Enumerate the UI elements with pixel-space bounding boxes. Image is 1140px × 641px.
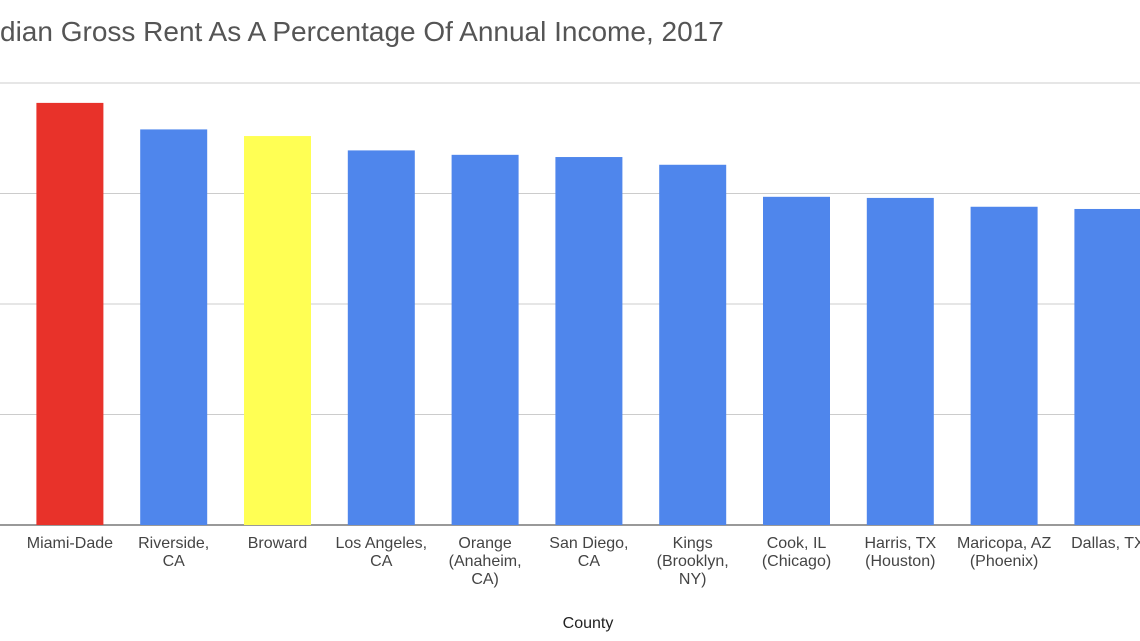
x-tick-label: Cook, IL (Chicago) <box>761 535 832 570</box>
bar <box>140 129 208 525</box>
x-tick-label: Riverside, CA <box>138 535 210 570</box>
x-tick-label: Broward <box>247 535 308 552</box>
bar <box>659 164 727 525</box>
chart-title: dian Gross Rent As A Percentage Of Annua… <box>0 16 724 47</box>
x-tick-label: Harris, TX (Houston) <box>864 535 937 570</box>
x-tick-label: San Diego, CA <box>549 535 629 570</box>
x-tick-label: Orange (Anaheim, CA) <box>448 535 522 588</box>
x-tick-label: Dallas, TX <box>1071 535 1140 552</box>
bar <box>244 136 311 526</box>
x-axis-title: County <box>562 615 614 632</box>
bar <box>866 197 934 526</box>
x-tick-label: Los Angeles, CA <box>335 535 428 570</box>
bar <box>970 206 1038 525</box>
x-tick-label: Kings (Brooklyn, NY) <box>656 535 729 588</box>
bar <box>763 196 830 525</box>
x-tick-label: Maricopa, AZ (Phoenix) <box>956 535 1052 570</box>
bar <box>347 150 415 525</box>
bar <box>555 157 623 525</box>
bar <box>451 154 519 525</box>
bar <box>36 102 104 525</box>
x-tick-label: Miami-Dade <box>26 535 114 552</box>
bar <box>1074 208 1140 525</box>
